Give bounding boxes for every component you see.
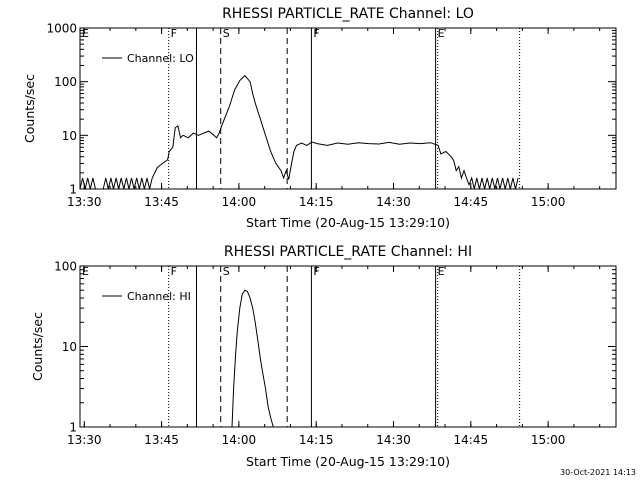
y-tick-label: 1 [69,183,77,197]
chart-title: RHESSI PARTICLE_RATE Channel: HI [224,244,472,260]
y-tick-label: 10 [62,129,77,143]
x-tick-label: 14:00 [222,433,257,447]
event-marker-label: E [438,265,445,278]
x-tick-label: 15:00 [531,433,566,447]
x-tick-label: 14:30 [376,433,411,447]
y-axis-label: Counts/sec [22,74,37,143]
chart-title: RHESSI PARTICLE_RATE Channel: LO [222,6,474,22]
y-tick-label: 1 [69,421,77,435]
series-line [231,289,274,428]
event-marker-label: S [223,265,230,278]
y-tick-label: 10 [62,340,77,354]
x-tick-label: 15:00 [531,195,566,209]
x-axis-label: Start Time (20-Aug-15 13:29:10) [246,215,450,230]
legend-label: Channel: LO [127,52,194,65]
event-marker-label: E [82,27,89,40]
panel-hi: RHESSI PARTICLE_RATE Channel: HI 13:30 13:… [30,244,617,469]
event-marker-label: F [313,265,319,278]
x-axis-label: Start Time (20-Aug-15 13:29:10) [246,454,450,469]
x-tick-label: 14:15 [299,195,334,209]
legend-label: Channel: HI [127,290,191,303]
y-tick-label: 100 [54,75,77,89]
x-tick-label: 14:30 [376,195,411,209]
x-tick-label: 14:45 [454,195,489,209]
event-marker-label: E [82,265,89,278]
event-marker-label: F [171,265,177,278]
x-tick-label: 14:00 [222,195,257,209]
event-marker-label: F [171,27,177,40]
event-marker-label: S [223,27,230,40]
series-line [79,74,519,190]
x-tick-label: 13:30 [67,195,102,209]
x-tick-label: 14:15 [299,433,334,447]
y-axis-label: Counts/sec [30,312,45,381]
x-tick-label: 13:30 [67,433,102,447]
x-tick-label: 13:45 [144,433,179,447]
footer-timestamp: 30-Oct-2021 14:13 [560,468,636,477]
panel-lo: RHESSI PARTICLE_RATE Channel: LO 13:30 13:… [22,6,617,230]
plot-frame [79,27,617,190]
y-tick-label: 100 [54,260,77,274]
y-tick-label: 1000 [46,22,77,36]
event-marker-label: E [438,27,445,40]
x-tick-label: 14:45 [454,433,489,447]
x-tick-label: 13:45 [144,195,179,209]
event-marker-label: F [313,27,319,40]
